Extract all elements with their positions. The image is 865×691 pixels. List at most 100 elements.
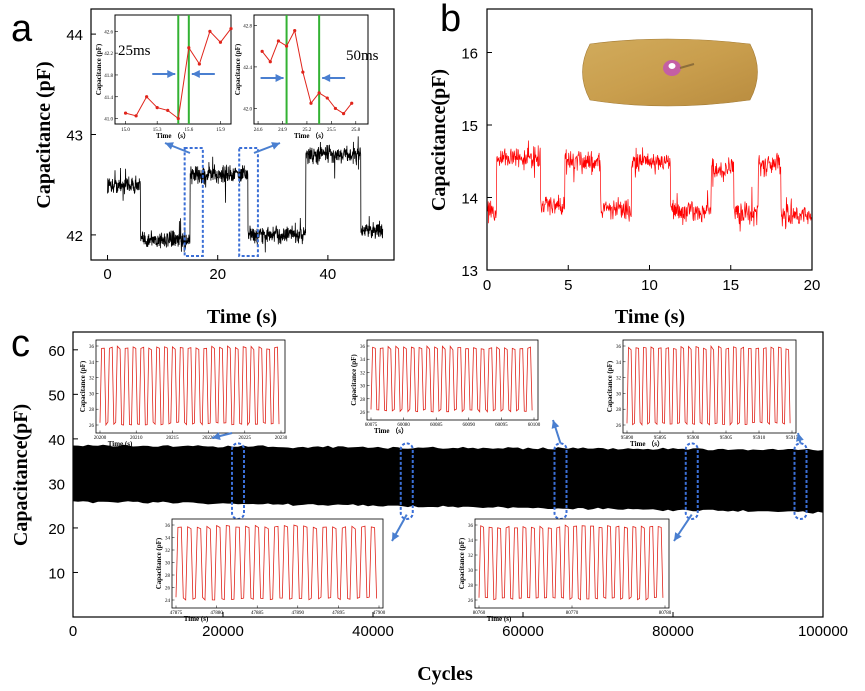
inset-c4-xtick-label: 47880 (210, 611, 223, 616)
panel-a-xlabel: Time (s) (207, 306, 277, 328)
panel-b-ylabel: Capacitance(pF) (428, 69, 450, 211)
inset-c1-ytick-label: 30 (89, 392, 95, 397)
inset-c1-xtick-label: 20225 (239, 436, 252, 441)
panel-c-arrow-2-head (392, 532, 400, 541)
inset-a2-ytick-label: 42.8 (243, 24, 252, 29)
inset-a2-xtick-label: 24.6 (254, 128, 263, 133)
panel-label-b: b (440, 0, 461, 40)
flower-highlight (668, 63, 676, 69)
inset-c4-ytick-label: 36 (165, 524, 171, 529)
inset-a2-arrow-right-head (322, 74, 331, 82)
inset-c1-ytick-label: 28 (89, 408, 95, 413)
panel-c-xtick-label: 60000 (502, 623, 544, 640)
inset-c1-xtick-label: 20230 (275, 436, 288, 441)
panel-c-ytick-label: 50 (48, 387, 65, 404)
panel-label-c: c (11, 323, 30, 365)
inset-c4-ytick-label: 30 (165, 562, 171, 567)
inset-c1-xtick-label: 20220 (202, 436, 215, 441)
inset-c4-trace (175, 524, 377, 601)
inset-c5-trace (478, 524, 664, 601)
inset-c3-ylabel: Capacitance (pF) (606, 360, 614, 412)
inset-c2-ytick-label: 26 (360, 411, 366, 416)
flower-stem (679, 63, 695, 69)
panel-c-arrow-4-head (674, 532, 682, 541)
inset-a1-xtick-label: 15.9 (216, 128, 225, 133)
inset-a1-ytick-label: 41.0 (104, 118, 113, 123)
inset-a2-xlabel: Time （s） (294, 132, 328, 140)
inset-c1-xtick-label: 20215 (166, 436, 179, 441)
inset-c2-ytick-label: 32 (360, 371, 366, 376)
inset-a2-point (293, 28, 297, 33)
inset-c4-ytick-label: 34 (165, 537, 171, 542)
inset-a1-point (155, 106, 159, 110)
inset-c3-xtick-label: 95890 (621, 436, 634, 441)
inset-c1-xtick-label: 20210 (130, 436, 143, 441)
inset-c3-ytick-label: 34 (616, 361, 622, 366)
inset-a2-point (260, 49, 264, 53)
inset-a1-xtick-label: 15.0 (121, 128, 130, 133)
inset-c1-ytick-label: 34 (89, 361, 95, 366)
inset-c1-trace (99, 345, 280, 427)
panel-a-trace (107, 136, 384, 253)
inset-c1-frame (95, 339, 286, 434)
inset-c3-xtick-label: 95905 (720, 436, 733, 441)
panel-c-xtick-label: 40000 (352, 623, 394, 640)
panel-b-ytick-label: 16 (461, 46, 478, 63)
inset-a1-ytick-label: 42.2 (104, 52, 113, 57)
inset-c3-trace (626, 344, 791, 427)
inset-c1-ytick-label: 32 (89, 377, 95, 382)
inset-a1-point (134, 114, 138, 118)
inset-a1-point (229, 27, 233, 31)
panel-b-xtick-label: 15 (722, 277, 739, 294)
inset-a1-ytick-label: 42.6 (104, 30, 113, 35)
inset-a1-point (166, 108, 170, 112)
inset-a2-xtick-label: 25.5 (327, 128, 336, 133)
inset-c3-xtick-label: 95910 (753, 436, 766, 441)
inset-a2-point (350, 101, 354, 105)
inset-c2-xtick-label: 60080 (397, 423, 410, 428)
inset-c3-ytick-label: 30 (616, 392, 622, 397)
inset-c5-ytick-label: 30 (468, 569, 474, 574)
inset-a2-ytick-label: 42.0 (243, 107, 252, 112)
panel-c-xtick-label: 100000 (798, 623, 848, 640)
panel-a-ytick-label: 43 (66, 128, 83, 145)
inset-c2-xtick-label: 60085 (430, 423, 443, 428)
panel-c-ylabel: Capacitance(pF) (10, 404, 32, 546)
inset-a1-arrow-right-head (191, 70, 200, 78)
panel-c-ytick-label: 10 (48, 565, 65, 582)
panel-c-ytick-label: 40 (48, 432, 65, 449)
inset-c3-xlabel: Time （s） (630, 440, 664, 448)
inset-c4-xtick-label: 47885 (251, 611, 264, 616)
inset-c4-xtick-label: 47900 (373, 611, 386, 616)
panel-c-xtick-label: 80000 (652, 623, 694, 640)
panel-b-trace (486, 140, 812, 232)
panel-a-zoom-arrow-2-head (271, 142, 280, 150)
inset-c4-ytick-label: 26 (165, 587, 171, 592)
panel-a-highlight-1 (183, 147, 204, 257)
inset-a2-point (333, 106, 338, 111)
panel-c-highlight (399, 442, 414, 521)
inset-c5-ytick-label: 32 (468, 554, 474, 559)
inset-a1-point (208, 29, 212, 33)
panel-c-ytick-label: 60 (48, 343, 65, 360)
panel-a-highlight-2 (238, 147, 259, 257)
inset-c2-xtick-label: 60075 (365, 423, 378, 428)
panel-a-zoom-arrow-1-head (165, 142, 174, 150)
inset-c1-xlabel: Time (s) (108, 440, 133, 448)
panel-a-xtick-label: 0 (103, 266, 111, 283)
panel-b-xtick-label: 5 (564, 277, 572, 294)
panel-b-ytick-label: 13 (461, 263, 478, 280)
panel-c-highlight (684, 442, 699, 521)
inset-c3-ytick-label: 32 (616, 377, 622, 382)
inset-c4-xtick-label: 47895 (332, 611, 345, 616)
panel-a-ytick-label: 44 (66, 27, 83, 44)
inset-a2-point (341, 112, 346, 116)
panel-b: 0 5 10 15 20 13 14 15 16 Capacitance(pF) Time (s) (428, 8, 820, 328)
panel-c: 0 20000 40000 60000 80000 100000 10 20 30 40 50 60 C… (10, 331, 848, 685)
inset-c1-ytick-label: 36 (89, 345, 95, 350)
inset-c2-ylabel: Capacitance (pF) (350, 354, 358, 406)
inset-c5-ytick-label: 36 (468, 524, 474, 529)
inset-a2-frame (253, 14, 369, 125)
inset-c5-xtick-label: 80770 (566, 611, 579, 616)
